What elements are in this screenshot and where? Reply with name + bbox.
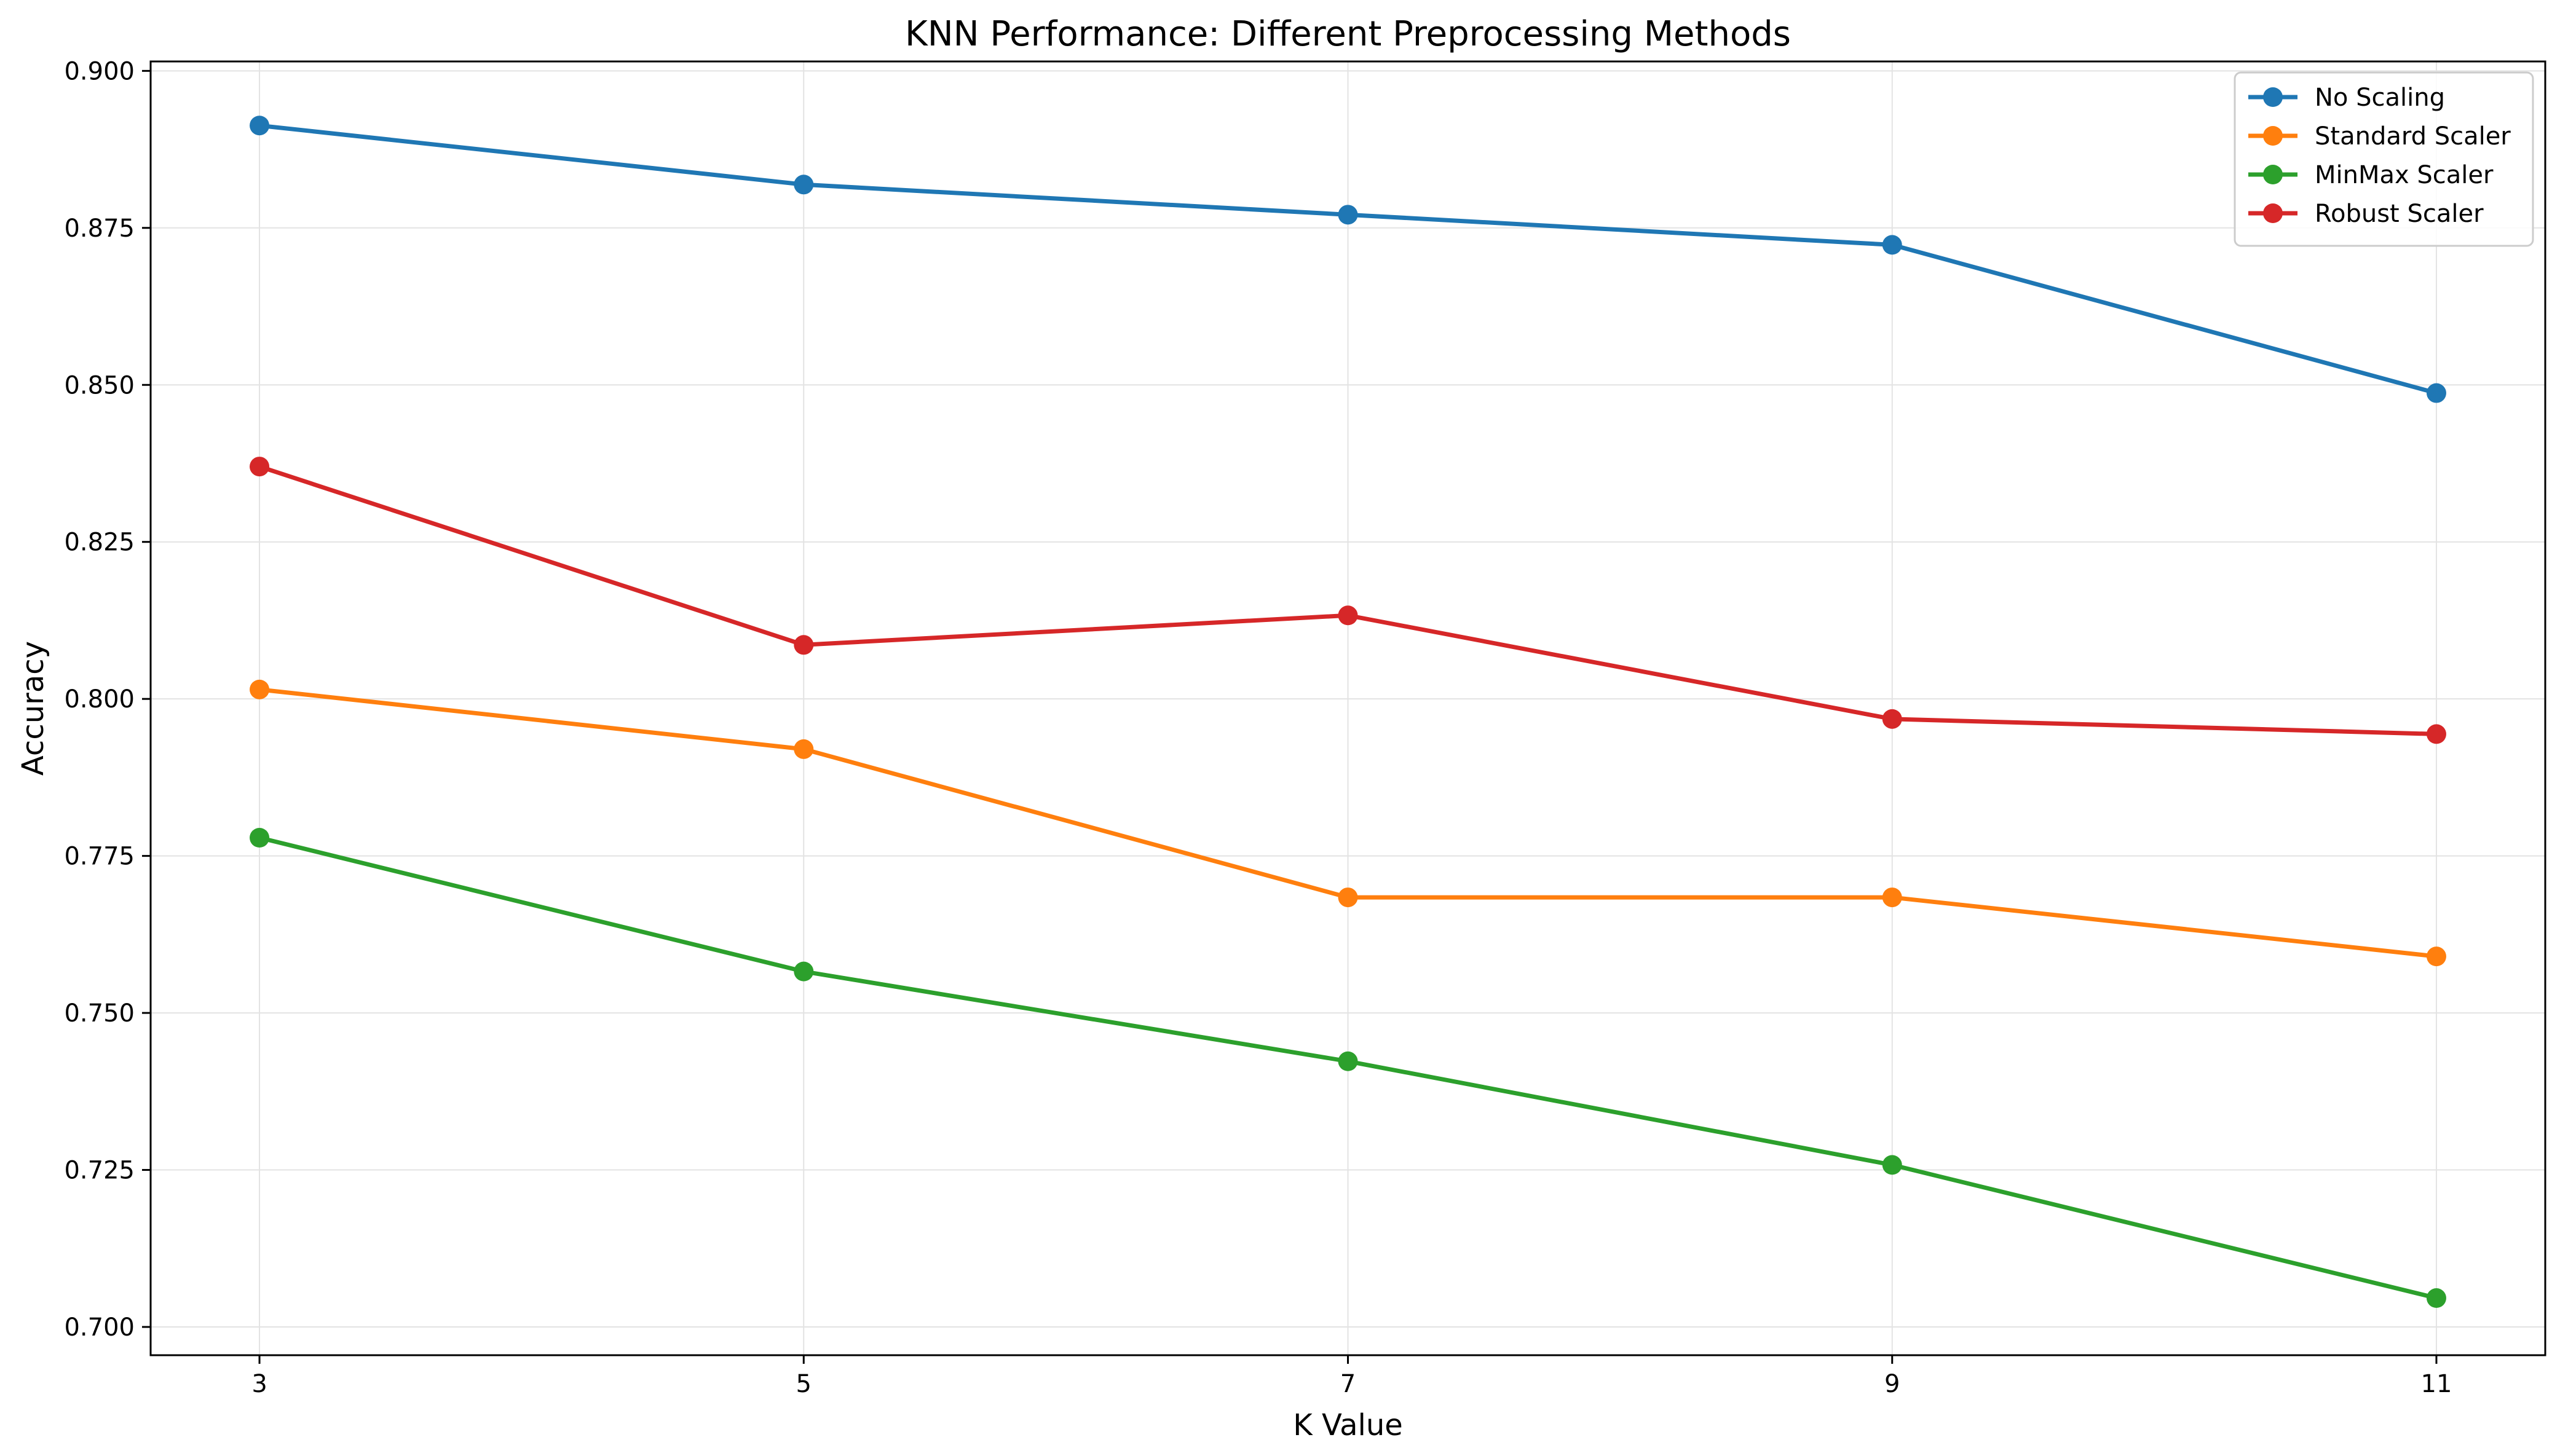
legend-label: MinMax Scaler xyxy=(2315,161,2494,189)
data-point xyxy=(250,679,270,699)
legend-item: No Scaling xyxy=(2248,84,2445,112)
legend-marker xyxy=(2263,87,2283,107)
x-tick-label: 9 xyxy=(1884,1370,1900,1398)
series-robust-scaler xyxy=(250,457,2446,744)
series-no-scaling xyxy=(250,116,2446,403)
data-point xyxy=(794,739,814,759)
data-point xyxy=(794,175,814,195)
data-point xyxy=(794,635,814,655)
data-point xyxy=(2426,1288,2446,1308)
y-tick-label: 0.875 xyxy=(64,214,135,243)
y-tick-label: 0.850 xyxy=(64,371,135,399)
data-point xyxy=(1338,1051,1358,1071)
y-tick-label: 0.700 xyxy=(64,1313,135,1342)
data-point xyxy=(1338,605,1358,626)
legend-item: Standard Scaler xyxy=(2248,122,2511,151)
y-axis-label: Accuracy xyxy=(16,641,50,776)
legend-label: Robust Scaler xyxy=(2315,200,2484,228)
data-point xyxy=(250,457,270,477)
axis-ticks: 3 5 7 9 11 0.700 0.725 0.750 0.775 0.800 0.825 0.85… xyxy=(64,57,2452,1398)
data-point xyxy=(1338,205,1358,225)
legend-label: Standard Scaler xyxy=(2315,122,2511,151)
legend-box xyxy=(2234,71,2534,247)
legend-item: Robust Scaler xyxy=(2248,200,2484,228)
x-tick-label: 7 xyxy=(1340,1370,1356,1398)
y-tick-label: 0.725 xyxy=(64,1157,135,1185)
series-standard-scaler xyxy=(250,679,2446,967)
legend: No Scaling Standard Scaler MinMax Scaler Ro… xyxy=(2234,71,2534,247)
data-point xyxy=(2426,946,2446,967)
y-tick-label: 0.825 xyxy=(64,529,135,557)
legend-marker xyxy=(2263,165,2283,184)
data-point xyxy=(1882,887,1902,908)
series-minmax-scaler xyxy=(250,828,2446,1308)
data-point xyxy=(1882,235,1902,255)
data-point xyxy=(1882,1155,1902,1175)
legend-marker xyxy=(2263,126,2283,146)
y-tick-label: 0.750 xyxy=(64,999,135,1028)
legend-item: MinMax Scaler xyxy=(2248,161,2494,189)
x-tick-label: 3 xyxy=(251,1370,267,1398)
legend-marker xyxy=(2263,203,2283,223)
data-point xyxy=(250,828,270,848)
data-point xyxy=(2426,724,2446,744)
data-point xyxy=(2426,383,2446,403)
data-point xyxy=(1882,709,1902,729)
x-tick-label: 11 xyxy=(2421,1370,2452,1398)
series-lines xyxy=(250,116,2446,1308)
x-axis-label: K Value xyxy=(1293,1408,1403,1442)
chart-title: KNN Performance: Different Preprocessing… xyxy=(905,14,1791,54)
data-point xyxy=(794,961,814,982)
y-tick-label: 0.775 xyxy=(64,843,135,871)
data-point xyxy=(1338,887,1358,908)
legend-label: No Scaling xyxy=(2315,84,2445,112)
x-tick-label: 5 xyxy=(796,1370,812,1398)
data-point xyxy=(250,116,270,136)
y-tick-label: 0.900 xyxy=(64,57,135,85)
grid-lines xyxy=(151,61,2545,1355)
y-tick-label: 0.800 xyxy=(64,685,135,714)
